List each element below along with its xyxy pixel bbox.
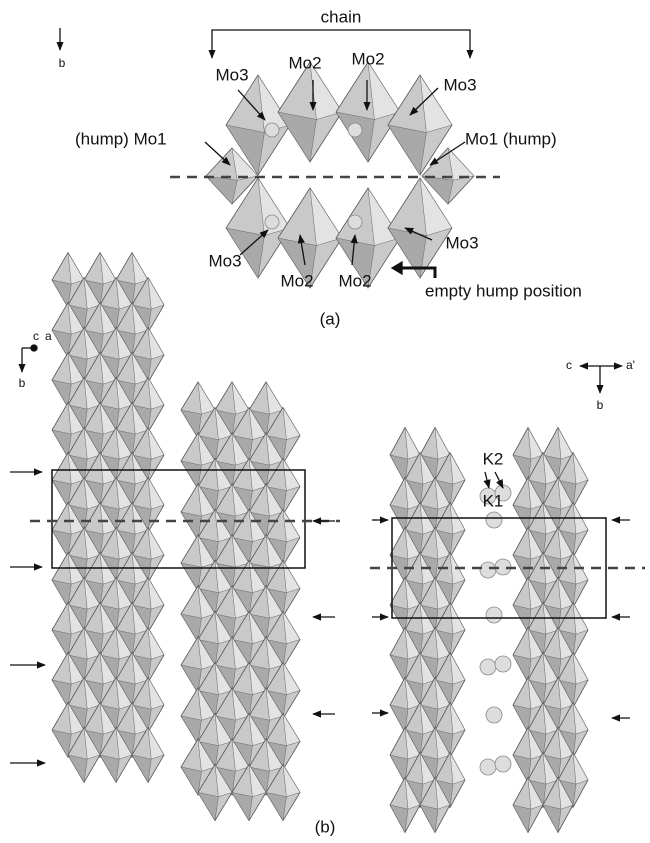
- caption: (b): [315, 817, 336, 836]
- atom: [486, 512, 502, 528]
- axis-label: b: [597, 398, 604, 412]
- atom-label: Mo3: [215, 65, 248, 84]
- octahedron-face: [513, 805, 531, 833]
- axis-label: a: [45, 329, 52, 343]
- octahedron-face: [68, 755, 87, 783]
- axis-dot: [31, 345, 37, 351]
- octahedron-face: [266, 793, 286, 821]
- atom: [486, 707, 502, 723]
- arrow: [485, 472, 489, 488]
- atom-label: Mo3: [208, 251, 241, 270]
- octahedron-face: [232, 793, 252, 821]
- octahedron-face: [390, 805, 408, 833]
- atom-label: Mo2: [338, 271, 371, 290]
- chain-label: chain: [321, 7, 362, 26]
- atom-label: (hump) Mo1: [75, 129, 167, 148]
- structure-drawing: [52, 62, 588, 833]
- atom-label: Mo1 (hump): [465, 129, 557, 148]
- atom: [265, 215, 279, 229]
- atom: [265, 123, 279, 137]
- atom-label: Mo3: [445, 233, 478, 252]
- atom-label: Mo2: [351, 49, 384, 68]
- figure: b chain Mo3 Mo2 Mo2 Mo3 (hump) Mo1 Mo1 (…: [0, 0, 650, 843]
- atom: [495, 756, 511, 772]
- atom: [495, 656, 511, 672]
- arrow: [495, 472, 503, 488]
- octahedron-face: [132, 755, 151, 783]
- octahedron-face: [52, 730, 71, 758]
- axis-label: a': [626, 358, 635, 372]
- atom-label: K1: [483, 491, 504, 510]
- chain-bracket: [212, 30, 470, 42]
- atom-label: Mo3: [443, 75, 476, 94]
- atom: [480, 562, 496, 578]
- atom: [486, 607, 502, 623]
- axis-label: b: [59, 56, 66, 70]
- octahedron-face: [181, 767, 201, 795]
- axis-label: b: [19, 376, 26, 390]
- octahedron-face: [278, 112, 316, 162]
- atom: [348, 123, 362, 137]
- hump-arrow-head: [392, 262, 402, 274]
- axis-label: c: [33, 329, 39, 343]
- atom: [480, 659, 496, 675]
- octahedron-face: [420, 805, 438, 833]
- caption: (a): [320, 309, 341, 328]
- atom-label: Mo2: [280, 271, 313, 290]
- arrow: [205, 142, 230, 165]
- atom-label: K2: [483, 449, 504, 468]
- octahedron-face: [206, 176, 237, 204]
- axis-label: c: [566, 358, 572, 372]
- octahedron-face: [388, 125, 426, 175]
- annotation: empty hump position: [425, 281, 582, 300]
- atom: [348, 215, 362, 229]
- octahedron-face: [543, 805, 561, 833]
- atom-label: Mo2: [288, 53, 321, 72]
- octahedron-face: [198, 793, 218, 821]
- atom: [480, 759, 496, 775]
- octahedron-face: [100, 755, 119, 783]
